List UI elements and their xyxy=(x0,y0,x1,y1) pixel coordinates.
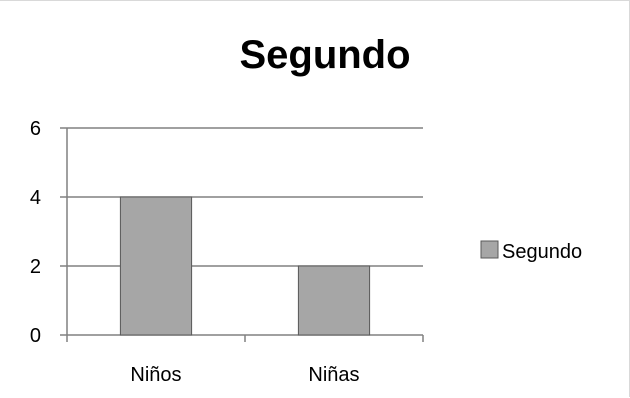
x-tick-label: Niñas xyxy=(308,364,359,386)
chart-title: Segundo xyxy=(239,33,411,77)
legend-label: Segundo xyxy=(502,241,582,263)
y-tick-label: 2 xyxy=(30,256,41,278)
y-tick-label: 4 xyxy=(30,187,41,209)
y-tick-label: 0 xyxy=(30,325,41,347)
bar xyxy=(297,265,371,336)
legend-swatch xyxy=(480,240,499,259)
x-tick-label: Niños xyxy=(130,364,181,386)
y-tick-label: 6 xyxy=(30,118,41,140)
bar xyxy=(119,196,193,336)
